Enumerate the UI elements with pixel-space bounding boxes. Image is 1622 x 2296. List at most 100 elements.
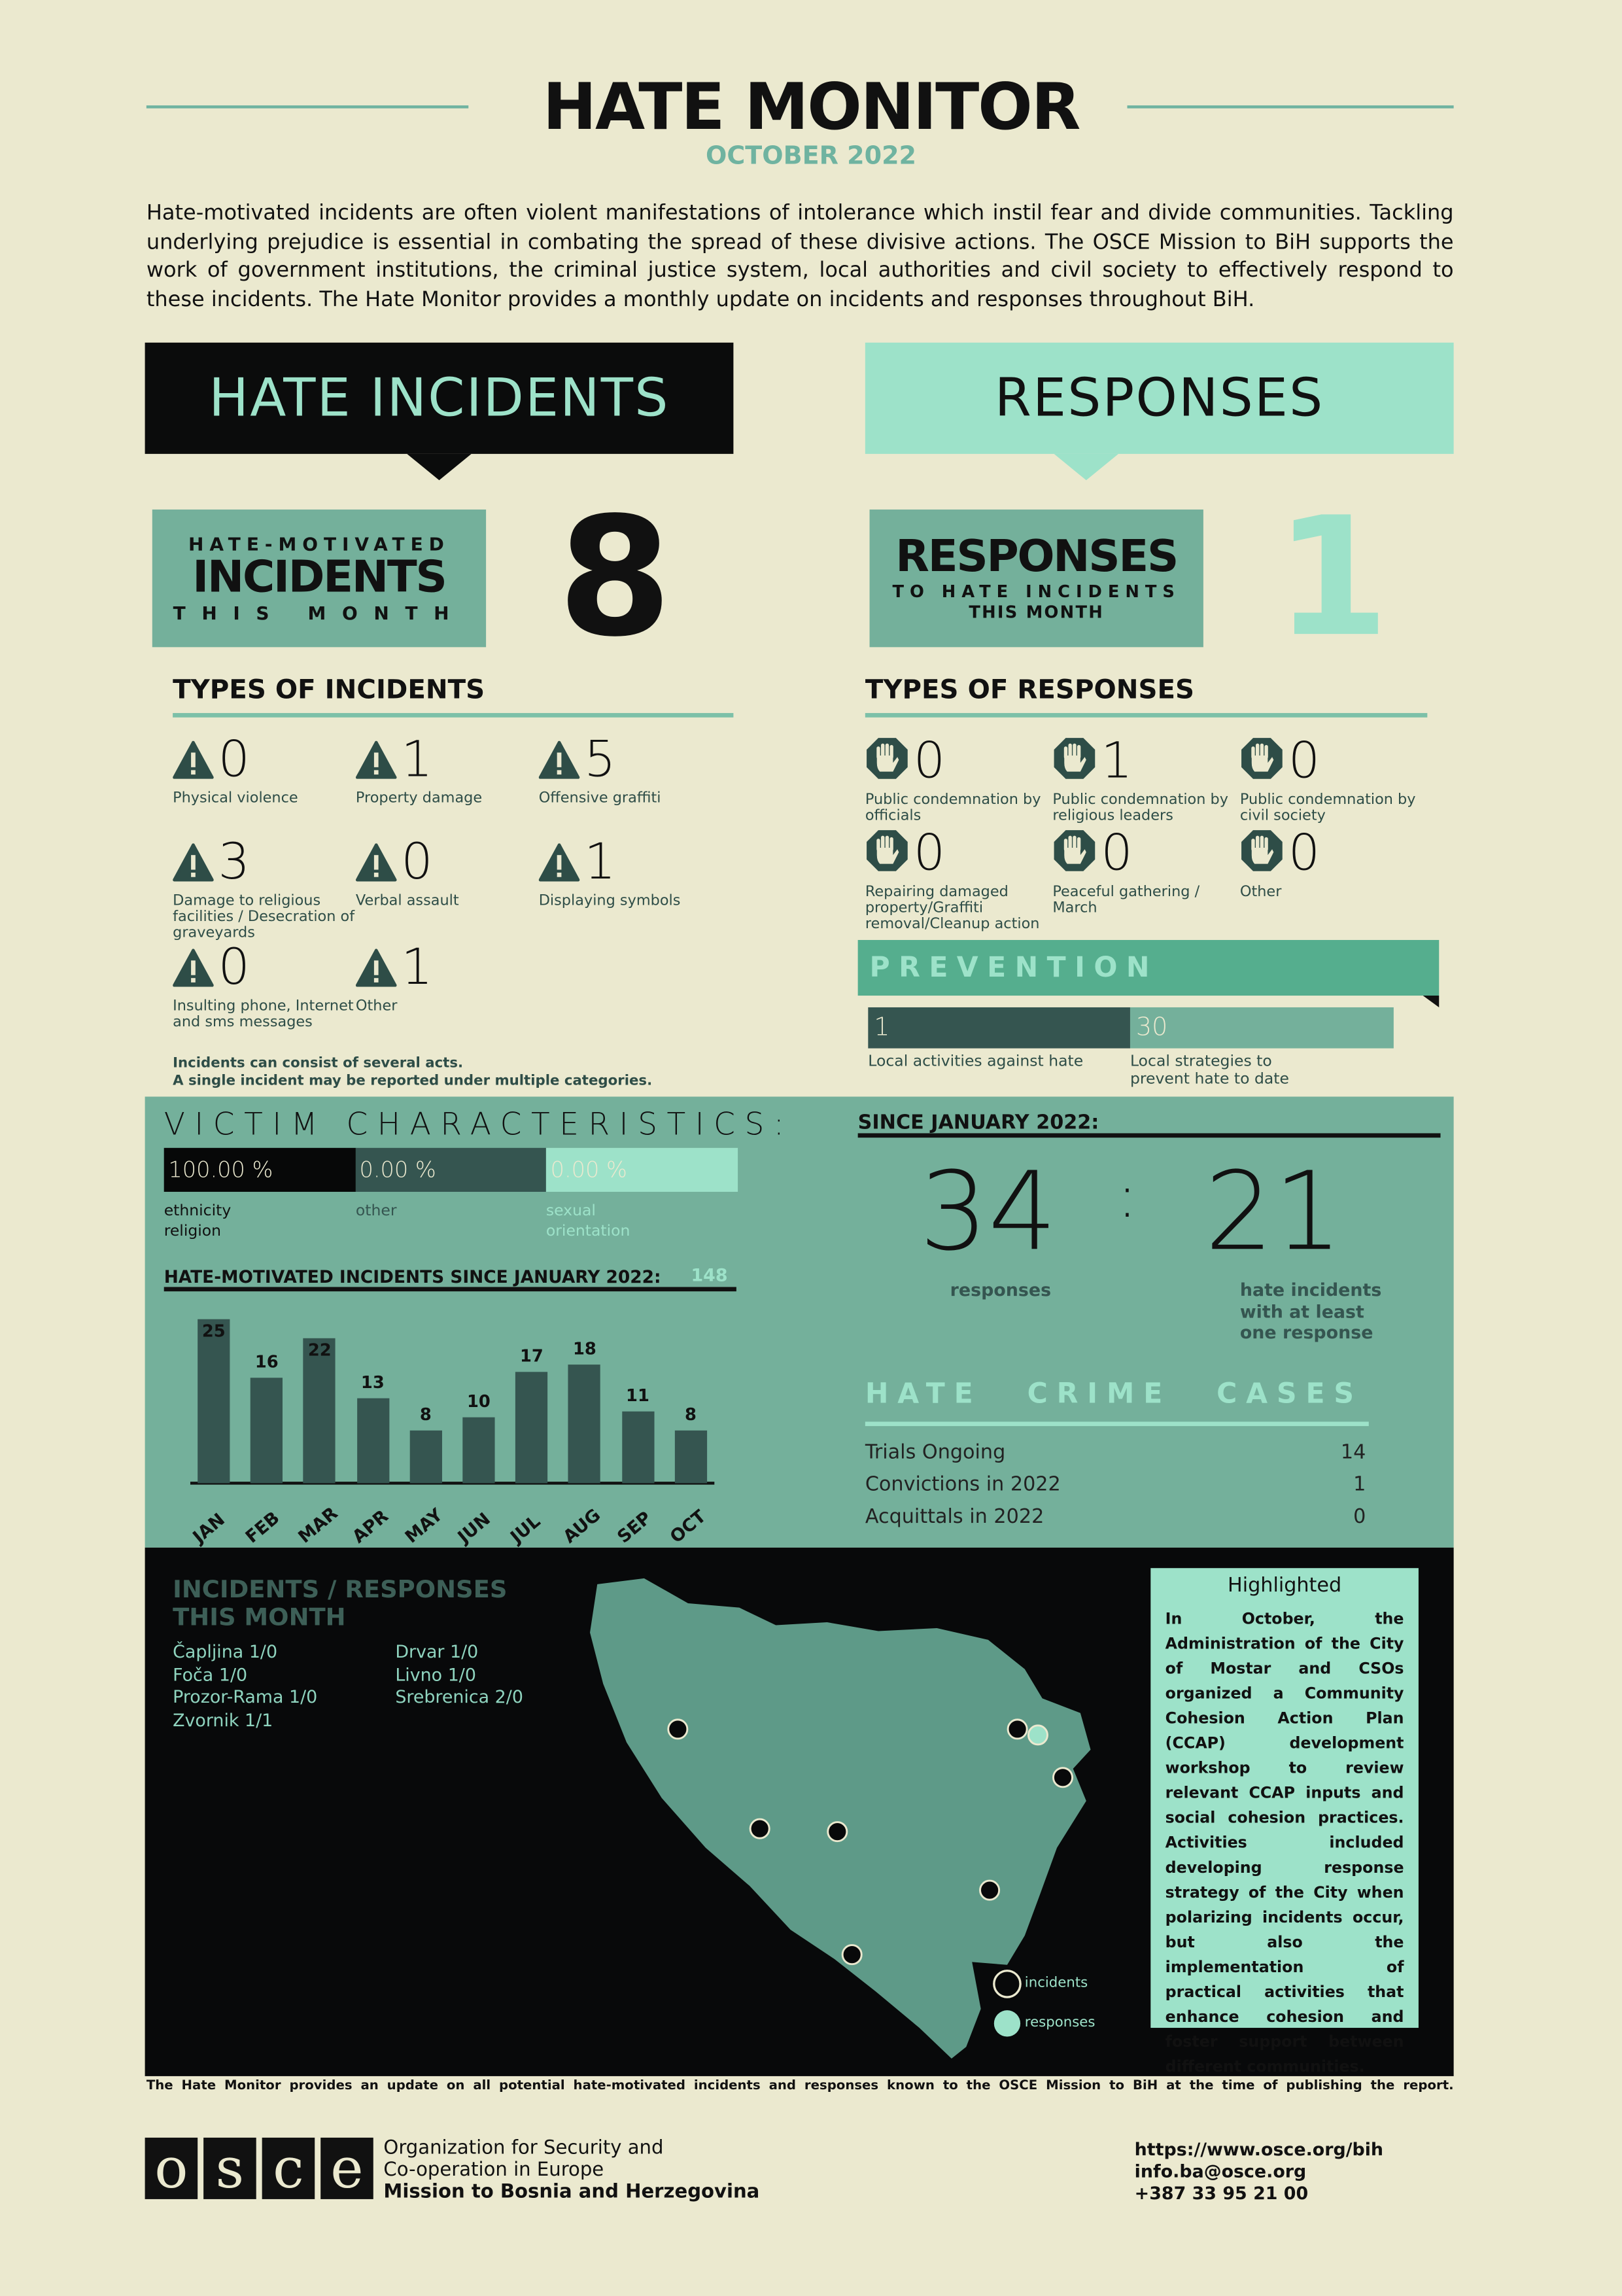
label-mid: TO HATE INCIDENTS	[892, 581, 1181, 602]
city-count: 1/0	[450, 1641, 479, 1662]
responses-count: 1	[1275, 483, 1390, 674]
city-count: 1/1	[245, 1710, 273, 1731]
note-line: A single incident may be reported under …	[173, 1072, 653, 1089]
city-count: 1/0	[249, 1641, 278, 1662]
chart-bar	[674, 1431, 707, 1484]
victim-label: ethnicity religion	[164, 1202, 232, 1240]
row-label: Acquittals in 2022	[865, 1505, 1044, 1529]
chart-total: 148	[691, 1264, 728, 1286]
activities-label: Local activities against hate	[868, 1052, 1084, 1071]
victim-title: VICTIM CHARACTERISTICS:	[164, 1107, 794, 1142]
chart-bar	[515, 1371, 548, 1484]
legend-responses-marker	[993, 2010, 1021, 2037]
city-name: Prozor-Rama	[173, 1687, 284, 1708]
incident-type: 5 Offensive graffiti	[538, 735, 722, 807]
email-link[interactable]: info.ba@osce.org	[1134, 2161, 1307, 2182]
victim-label: sexual orientation	[545, 1202, 630, 1240]
city-name: Drvar	[395, 1641, 445, 1662]
hate-crime-row: Acquittals in 2022 0	[865, 1505, 1366, 1529]
stop-hand-icon	[865, 737, 909, 786]
victim-label: other	[355, 1202, 397, 1220]
hate-crime-row: Trials Ongoing 14	[865, 1440, 1366, 1464]
since-responses-label: responses	[950, 1279, 1052, 1300]
victim-bar-other: 0.00 %	[354, 1147, 546, 1192]
city-item: Čapljina 1/0	[173, 1641, 277, 1661]
note-line: Incidents can consist of several acts.	[173, 1055, 464, 1072]
map-title-line: INCIDENTS / RESPONSES	[173, 1575, 508, 1603]
legend-incidents-label: incidents	[1024, 1975, 1088, 1992]
item-count: 1	[1101, 732, 1133, 791]
item-label: Damage to religious facilities / Desecra…	[173, 893, 355, 942]
response-marker[interactable]	[1027, 1724, 1048, 1746]
chart-bar	[621, 1411, 654, 1484]
stop-hand-icon	[1240, 829, 1284, 878]
incident-marker[interactable]	[749, 1818, 770, 1839]
incident-marker[interactable]	[1052, 1767, 1074, 1788]
incident-type: 3 Damage to religious facilities / Desecr…	[173, 837, 356, 941]
chart-bar	[250, 1378, 283, 1484]
warning-icon	[538, 843, 580, 887]
incident-type: 1 Displaying symbols	[538, 837, 722, 909]
warning-icon	[173, 948, 214, 992]
chart-title: HATE-MOTIVATED INCIDENTS SINCE JANUARY 2…	[164, 1266, 661, 1287]
item-label: Offensive graffiti	[538, 790, 661, 807]
city-count: 1/0	[218, 1664, 248, 1685]
incidents-label-box: HATE-MOTIVATED INCIDENTS THIS MONTH	[152, 509, 487, 648]
title-rule-right	[1127, 105, 1454, 109]
label-bottom: THIS MONTH	[969, 601, 1105, 623]
strategies-label: Local strategies to prevent hate to date	[1130, 1052, 1289, 1088]
item-label: Verbal assault	[355, 893, 459, 909]
item-count: 0	[1288, 732, 1320, 791]
hate-incidents-banner: HATE INCIDENTS	[145, 342, 734, 454]
incident-marker[interactable]	[979, 1879, 1001, 1901]
city-name: Foča	[173, 1664, 214, 1685]
item-label: Public condemnation by civil society	[1239, 791, 1416, 825]
org-name: Organization for Security and Co-operati…	[383, 2138, 759, 2204]
incident-type: 0 Verbal assault	[355, 833, 539, 909]
city-name: Zvornik	[173, 1710, 239, 1731]
prevention-banner: PREVENTION	[857, 939, 1440, 996]
incident-marker[interactable]	[1007, 1718, 1028, 1740]
types-responses-heading: TYPES OF RESPONSES	[865, 674, 1195, 706]
chart-value-label: 8	[419, 1404, 432, 1425]
chart-value-label: 8	[685, 1404, 697, 1425]
website-link[interactable]: https://www.osce.org/bih	[1134, 2139, 1384, 2160]
legend-incidents-marker	[993, 1970, 1022, 1998]
item-label: Public condemnation by officials	[865, 791, 1041, 825]
city-name: Srebrenica	[395, 1687, 490, 1708]
incident-type: 0 Physical violence	[173, 735, 356, 807]
city-item: Foča 1/0	[173, 1664, 247, 1684]
incident-marker[interactable]	[841, 1944, 863, 1966]
incident-marker[interactable]	[667, 1718, 689, 1740]
warning-icon	[355, 948, 397, 992]
item-count: 1	[401, 730, 433, 790]
response-type: 0 Public condemnation by civil society	[1240, 737, 1423, 824]
incidents-note: Incidents can consist of several acts. A…	[173, 1056, 652, 1089]
label-bottom: THIS MONTH	[173, 601, 466, 624]
incident-marker[interactable]	[827, 1821, 848, 1843]
row-value: 0	[1353, 1505, 1366, 1529]
item-label: Property damage	[355, 790, 483, 807]
prevention-title: PREVENTION	[869, 951, 1158, 984]
response-type: 1 Public condemnation by religious leader…	[1052, 737, 1235, 824]
since-responses-count: 34	[919, 1149, 1058, 1276]
item-count: 3	[218, 833, 250, 892]
strategies-bar: 30	[1130, 1007, 1394, 1049]
highlighted-title: Highlighted	[1227, 1574, 1342, 1597]
map-title-line: THIS MONTH	[173, 1603, 346, 1631]
item-count: 1	[401, 938, 433, 998]
item-label: Physical violence	[173, 790, 298, 807]
contact-info: https://www.osce.org/bih info.ba@osce.or…	[1135, 2139, 1383, 2205]
item-count: 0	[1288, 824, 1320, 883]
item-count: 0	[401, 833, 433, 892]
warning-icon	[355, 740, 397, 785]
item-label: Public condemnation by religious leaders	[1052, 791, 1229, 825]
org-line: Organization for Security and	[383, 2137, 664, 2160]
city-name: Čapljina	[173, 1641, 244, 1662]
chart-baseline	[190, 1482, 715, 1484]
highlighted-text: In October, the Administration of the Ci…	[1165, 1610, 1404, 2076]
item-count: 0	[218, 730, 250, 790]
city-name: Livno	[395, 1664, 443, 1685]
item-count: 0	[913, 824, 946, 883]
since-incidents-count: 21	[1204, 1149, 1343, 1276]
